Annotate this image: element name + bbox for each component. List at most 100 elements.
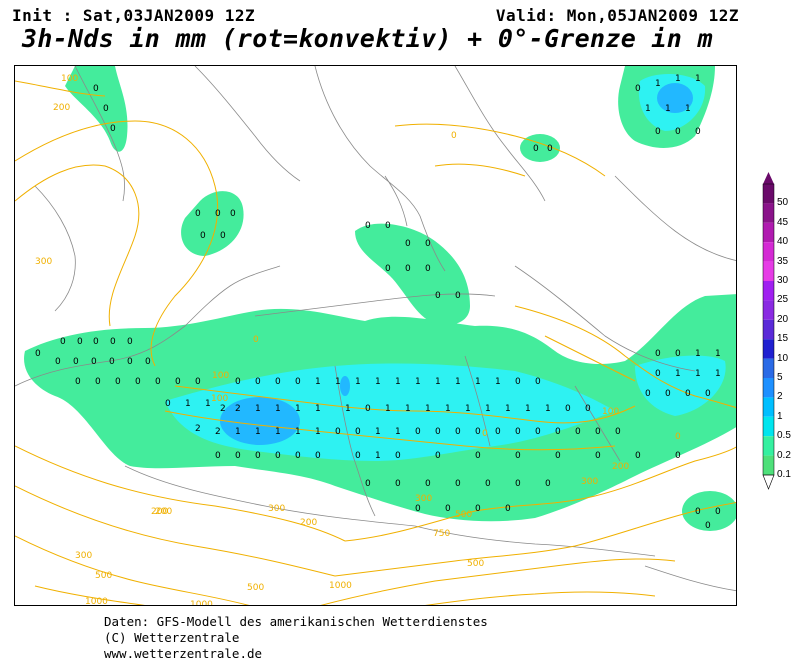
grid-value: 1 — [375, 377, 381, 387]
forecast-map: 100 200 300 0 100 200 300 500 750 1000 2… — [14, 65, 737, 606]
grid-value: 0 — [175, 377, 181, 387]
precip-area-west-mid — [181, 191, 244, 256]
grid-value: 0 — [715, 507, 721, 517]
grid-value: 0 — [635, 84, 641, 94]
legend-bottom-arrow — [762, 474, 775, 490]
grid-value: 0 — [77, 337, 83, 347]
grid-value: 1 — [665, 104, 671, 114]
grid-value: 1 — [355, 377, 361, 387]
grid-value: 1 — [655, 79, 661, 89]
grid-value: 0 — [109, 357, 115, 367]
grid-value: 0 — [515, 451, 521, 461]
precip-area-north — [355, 223, 470, 326]
isoline-labels: 100 200 300 0 100 200 300 500 750 1000 2… — [35, 74, 681, 606]
legend-label: 10 — [777, 352, 789, 364]
grid-value: 0 — [165, 399, 171, 409]
grid-value: 0 — [220, 231, 226, 241]
grid-value: 0 — [515, 427, 521, 437]
iso-label: 100 — [211, 394, 228, 404]
iso-label: 0 — [451, 131, 457, 141]
footer-website: www.wetterzentrale.de — [104, 646, 263, 661]
grid-value: 0 — [195, 377, 201, 387]
grid-value: 0 — [535, 427, 541, 437]
grid-value: 1 — [485, 404, 491, 414]
grid-value: 0 — [555, 427, 561, 437]
legend-frame — [762, 183, 775, 476]
grid-value: 1 — [495, 377, 501, 387]
grid-value: 0 — [110, 337, 116, 347]
grid-value: 0 — [555, 451, 561, 461]
footer: Daten: GFS-Modell des amerikanischen Wet… — [104, 614, 488, 662]
legend-label: 5 — [777, 372, 783, 383]
grid-value: 1 — [385, 404, 391, 414]
legend-swatch — [763, 416, 774, 437]
iso-label: 1000 — [329, 581, 352, 591]
grid-value: 0 — [475, 427, 481, 437]
grid-value: 1 — [255, 427, 261, 437]
grid-value: 0 — [405, 239, 411, 249]
grid-value: 1 — [455, 377, 461, 387]
grid-value: 1 — [715, 369, 721, 379]
grid-value: 0 — [60, 337, 66, 347]
grid-value: 0 — [595, 451, 601, 461]
iso-label: 200 — [300, 518, 317, 528]
legend-label: 0.1 — [777, 469, 791, 480]
grid-value: 1 — [675, 74, 681, 84]
grid-value: 1 — [405, 404, 411, 414]
grid-value: 1 — [685, 104, 691, 114]
iso-label: 100 — [602, 407, 619, 417]
grid-value: 0 — [545, 479, 551, 489]
grid-value: 1 — [445, 404, 451, 414]
grid-value: 0 — [365, 221, 371, 231]
grid-value: 0 — [127, 357, 133, 367]
legend-label: 50 — [777, 197, 789, 209]
iso-label: 1000 — [190, 600, 213, 606]
precip-heavy-ne — [657, 83, 693, 113]
grid-value: 0 — [127, 337, 133, 347]
grid-value: 1 — [185, 399, 191, 409]
grid-value: 0 — [315, 451, 321, 461]
grid-value: 0 — [515, 479, 521, 489]
grid-value: 1 — [335, 377, 341, 387]
grid-value: 2 — [195, 424, 201, 434]
iso-label: 100 — [212, 371, 229, 381]
grid-value: 0 — [595, 427, 601, 437]
precip-area-w — [226, 325, 254, 357]
grid-value: 0 — [75, 377, 81, 387]
precip-area-northwest — [65, 66, 128, 152]
grid-value: 0 — [93, 337, 99, 347]
iso-label: 750 — [433, 529, 450, 539]
grid-value: 0 — [575, 427, 581, 437]
grid-value: 1 — [375, 427, 381, 437]
grid-value: 0 — [275, 377, 281, 387]
grid-value: 0 — [255, 377, 261, 387]
grid-value: 0 — [355, 451, 361, 461]
grid-value: 1 — [465, 404, 471, 414]
footer-data-source: Daten: GFS-Modell des amerikanischen Wet… — [104, 614, 488, 629]
grid-value: 0 — [675, 127, 681, 137]
grid-value: 0 — [585, 404, 591, 414]
grid-value: 1 — [315, 377, 321, 387]
legend-swatch — [763, 300, 774, 320]
grid-value: 0 — [415, 427, 421, 437]
grid-value: 1 — [695, 369, 701, 379]
grid-value: 0 — [275, 451, 281, 461]
grid-value: 1 — [375, 451, 381, 461]
grid-value: 0 — [675, 451, 681, 461]
iso-label: 200 — [612, 462, 629, 472]
grid-value: 0 — [455, 291, 461, 301]
legend-swatch — [763, 242, 774, 262]
footer-copyright: (C) Wetterzentrale — [104, 630, 240, 645]
precip-heavy-core — [220, 397, 300, 445]
legend-label: 25 — [777, 294, 789, 306]
grid-value: 0 — [95, 377, 101, 387]
legend-swatch — [763, 203, 774, 223]
grid-value: 1 — [255, 404, 261, 414]
grid-value: 1 — [425, 404, 431, 414]
grid-value: 0 — [145, 357, 151, 367]
legend-swatch — [763, 436, 774, 456]
grid-value: 0 — [93, 84, 99, 94]
grid-value: 1 — [205, 399, 211, 409]
grid-value: 0 — [695, 127, 701, 137]
legend-swatch — [763, 281, 774, 301]
